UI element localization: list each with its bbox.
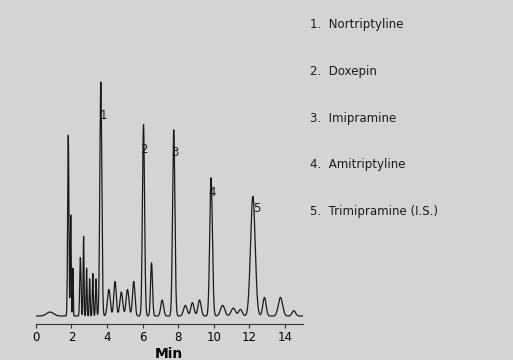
Text: 4: 4 (208, 186, 215, 199)
Text: 5: 5 (253, 202, 261, 215)
Text: 4.  Amitriptyline: 4. Amitriptyline (310, 158, 406, 171)
Text: 3.  Imipramine: 3. Imipramine (310, 112, 397, 125)
Text: 5.  Trimipramine (I.S.): 5. Trimipramine (I.S.) (310, 205, 439, 218)
Text: 1: 1 (100, 109, 107, 122)
Text: 3: 3 (171, 146, 178, 159)
Text: 1.  Nortriptyline: 1. Nortriptyline (310, 18, 404, 31)
Text: 2.  Doxepin: 2. Doxepin (310, 65, 377, 78)
X-axis label: Min: Min (155, 347, 184, 360)
Text: 2: 2 (141, 143, 148, 157)
